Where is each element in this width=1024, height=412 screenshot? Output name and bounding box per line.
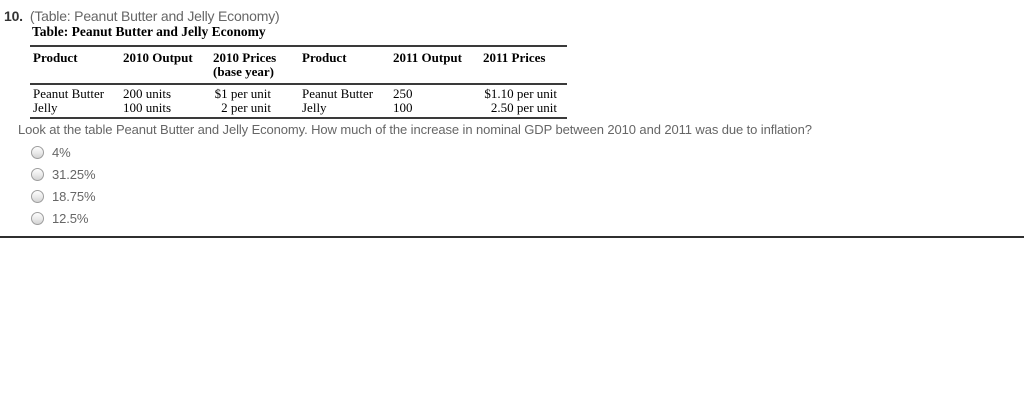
table-cell: Peanut Butter — [302, 86, 374, 101]
table-cell: $1.10 per unit — [484, 86, 557, 101]
radio-button[interactable] — [31, 145, 44, 159]
option-label: 12.5% — [52, 210, 89, 226]
column-header-product-2011: Product — [299, 46, 390, 85]
table-cell: 200 units — [123, 86, 172, 101]
table-cell: 2.50 per unit — [490, 100, 557, 115]
table-title: Table: Peanut Butter and Jelly Economy — [32, 24, 266, 39]
column-header-base-year: (base year) — [213, 64, 275, 79]
radio-button[interactable] — [31, 167, 44, 181]
section-divider — [0, 236, 1024, 238]
table-cell: Jelly — [33, 100, 58, 115]
answer-option-4[interactable]: 12.5% — [31, 210, 96, 226]
radio-button[interactable] — [31, 211, 44, 225]
answer-option-3[interactable]: 18.75% — [31, 188, 96, 204]
question-number: 10. — [4, 8, 23, 24]
answer-option-1[interactable]: 4% — [31, 144, 96, 160]
column-header-2011-prices: 2011 Prices — [480, 46, 567, 85]
table-cell: 250 — [393, 86, 413, 101]
option-label: 31.25% — [52, 166, 96, 182]
table-cell: 2 per unit — [221, 100, 271, 115]
column-header-2011-output: 2011 Output — [390, 46, 480, 85]
table-cell: 100 units — [123, 100, 172, 115]
table-cell: Peanut Butter — [33, 86, 105, 101]
table-cell: $1 per unit — [214, 86, 271, 101]
question-prompt: Look at the table Peanut Butter and Jell… — [18, 122, 812, 137]
table-header-row: Product 2010 Output 2010 Prices (base ye… — [30, 46, 567, 85]
option-label: 18.75% — [52, 188, 96, 204]
option-label: 4% — [52, 144, 71, 160]
table-cell: Jelly — [302, 100, 327, 115]
answer-options: 4% 31.25% 18.75% 12.5% — [31, 145, 96, 233]
radio-button[interactable] — [31, 189, 44, 203]
table-row-jelly: Jelly 100 units 2 per unit Jelly 100 2.5… — [30, 101, 567, 118]
column-header-product-2010: Product — [30, 46, 120, 85]
table-row-peanut-butter: Peanut Butter 200 units $1 per unit Pean… — [30, 84, 567, 101]
question-table-reference: (Table: Peanut Butter and Jelly Economy) — [29, 8, 280, 24]
column-header-2010-prices-line1: 2010 Prices — [213, 50, 277, 65]
column-header-2010-output: 2010 Output — [120, 46, 210, 85]
column-header-2010-prices: 2010 Prices (base year) — [210, 46, 299, 85]
answer-option-2[interactable]: 31.25% — [31, 166, 96, 182]
economy-table: Product 2010 Output 2010 Prices (base ye… — [30, 45, 567, 119]
table-cell: 100 — [393, 100, 413, 115]
question-header: 10. (Table: Peanut Butter and Jelly Econo… — [4, 8, 280, 24]
